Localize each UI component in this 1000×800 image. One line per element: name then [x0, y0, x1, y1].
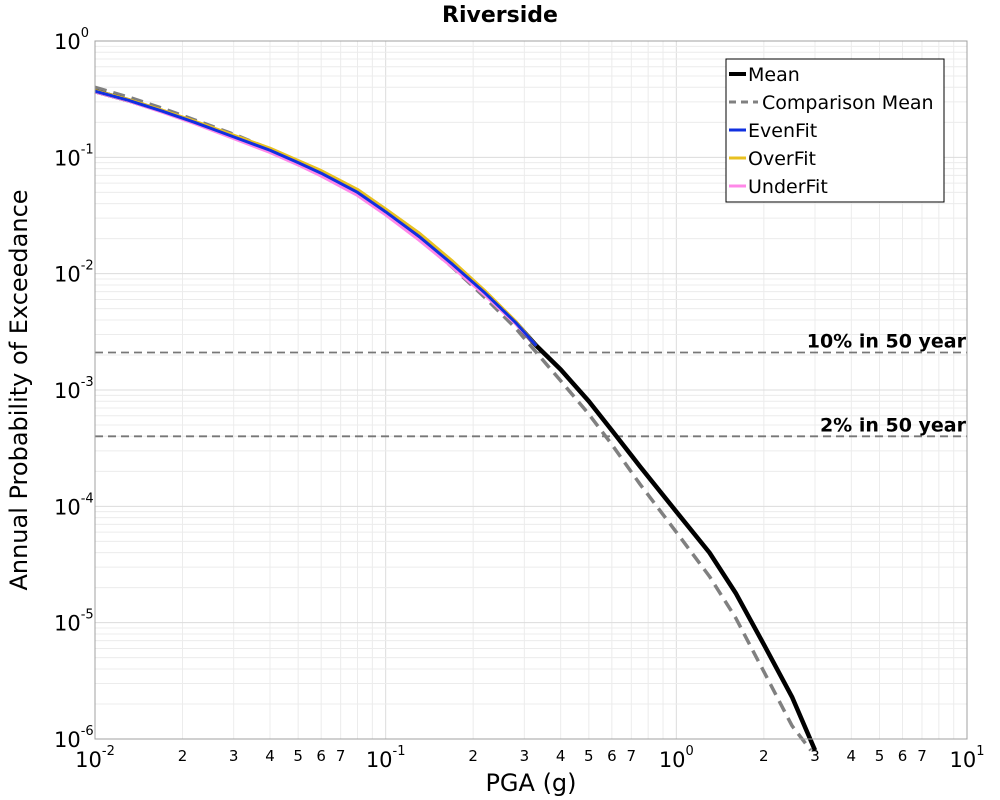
series-line-comparison-mean [94, 85, 813, 752]
x-tick-label: 10-2 [75, 744, 115, 772]
x-tick-base: 10 [366, 748, 393, 772]
y-tick-label: 10-6 [54, 724, 94, 752]
reference-line-label: 2% in 50 year [820, 414, 967, 436]
y-axis-label: Annual Probability of Exceedance [5, 189, 33, 590]
legend-entry-label: OverFit [748, 148, 816, 170]
y-tick-base: 10 [54, 30, 81, 54]
y-tick-exponent: -3 [81, 375, 94, 390]
y-tick-exponent: -2 [81, 259, 94, 274]
x-minor-tick-label: 4 [556, 747, 566, 765]
plot-frame [94, 40, 968, 740]
x-minor-tick-label: 7 [917, 747, 927, 765]
x-minor-tick-label: 6 [316, 747, 326, 765]
x-minor-tick-label: 2 [468, 747, 478, 765]
x-tick-exponent: -1 [393, 744, 406, 759]
x-minor-tick-label: 2 [759, 747, 769, 765]
y-tick-exponent: -5 [81, 608, 94, 623]
y-tick-exponent: -1 [81, 142, 94, 157]
x-minor-tick-label: 4 [265, 747, 275, 765]
y-tick-label: 10-5 [54, 608, 94, 636]
y-tick-base: 10 [54, 612, 81, 636]
x-minor-tick-label: 4 [847, 747, 857, 765]
x-minor-tick-label: 7 [336, 747, 346, 765]
y-tick-base: 10 [54, 728, 81, 752]
legend-entry-label: Mean [748, 64, 800, 86]
x-tick-label: 100 [659, 744, 694, 772]
reference-labels: 10% in 50 year 2% in 50 year [807, 331, 967, 437]
x-tick-exponent: 1 [976, 744, 984, 759]
x-minor-tick-label: 3 [810, 747, 820, 765]
y-tick-exponent: 0 [81, 26, 89, 41]
series-line-evenfit [94, 89, 538, 347]
y-tick-label: 10-1 [54, 142, 94, 170]
legend-entry-label: Comparison Mean [762, 92, 934, 114]
y-tick-label: 10-2 [54, 259, 94, 287]
legend-entry-label: UnderFit [748, 176, 828, 198]
x-tick-label: 101 [949, 744, 984, 772]
x-minor-tick-label: 5 [875, 747, 885, 765]
series-layer [94, 85, 818, 752]
y-tick-base: 10 [54, 495, 81, 519]
legend-entry-label: EvenFit [748, 120, 817, 142]
y-tick-exponent: -6 [81, 724, 94, 739]
x-minor-tick-label: 6 [607, 747, 617, 765]
x-tick-base: 10 [75, 748, 102, 772]
x-minor-tick-label: 3 [229, 747, 239, 765]
y-tick-base: 10 [54, 146, 81, 170]
legend: Mean Comparison Mean EvenFit OverFit UnderFi… [725, 58, 945, 203]
y-tick-label: 10-3 [54, 375, 94, 403]
y-tick-base: 10 [54, 379, 81, 403]
y-tick-base: 10 [54, 263, 81, 287]
x-minor-tick-label: 6 [898, 747, 908, 765]
x-minor-tick-label: 3 [520, 747, 530, 765]
x-tick-base: 10 [659, 748, 686, 772]
y-tick-exponent: -4 [81, 491, 94, 506]
x-tick-exponent: -2 [102, 744, 115, 759]
x-tick-label: 10-1 [366, 744, 406, 772]
x-minor-tick-label: 2 [178, 747, 188, 765]
y-tick-label: 100 [54, 26, 89, 54]
x-minor-tick-label: 5 [293, 747, 303, 765]
reference-line-label: 10% in 50 year [807, 331, 967, 353]
legend-box [725, 58, 945, 203]
x-tick-base: 10 [949, 748, 976, 772]
grid [94, 41, 967, 740]
reference-lines [95, 351, 967, 438]
y-tick-label: 10-4 [54, 491, 94, 519]
x-minor-tick-label: 5 [584, 747, 594, 765]
x-minor-tick-label: 7 [627, 747, 637, 765]
x-tick-exponent: 0 [686, 744, 694, 759]
x-axis-label: PGA (g) [485, 769, 576, 797]
chart-title: Riverside [442, 3, 558, 28]
